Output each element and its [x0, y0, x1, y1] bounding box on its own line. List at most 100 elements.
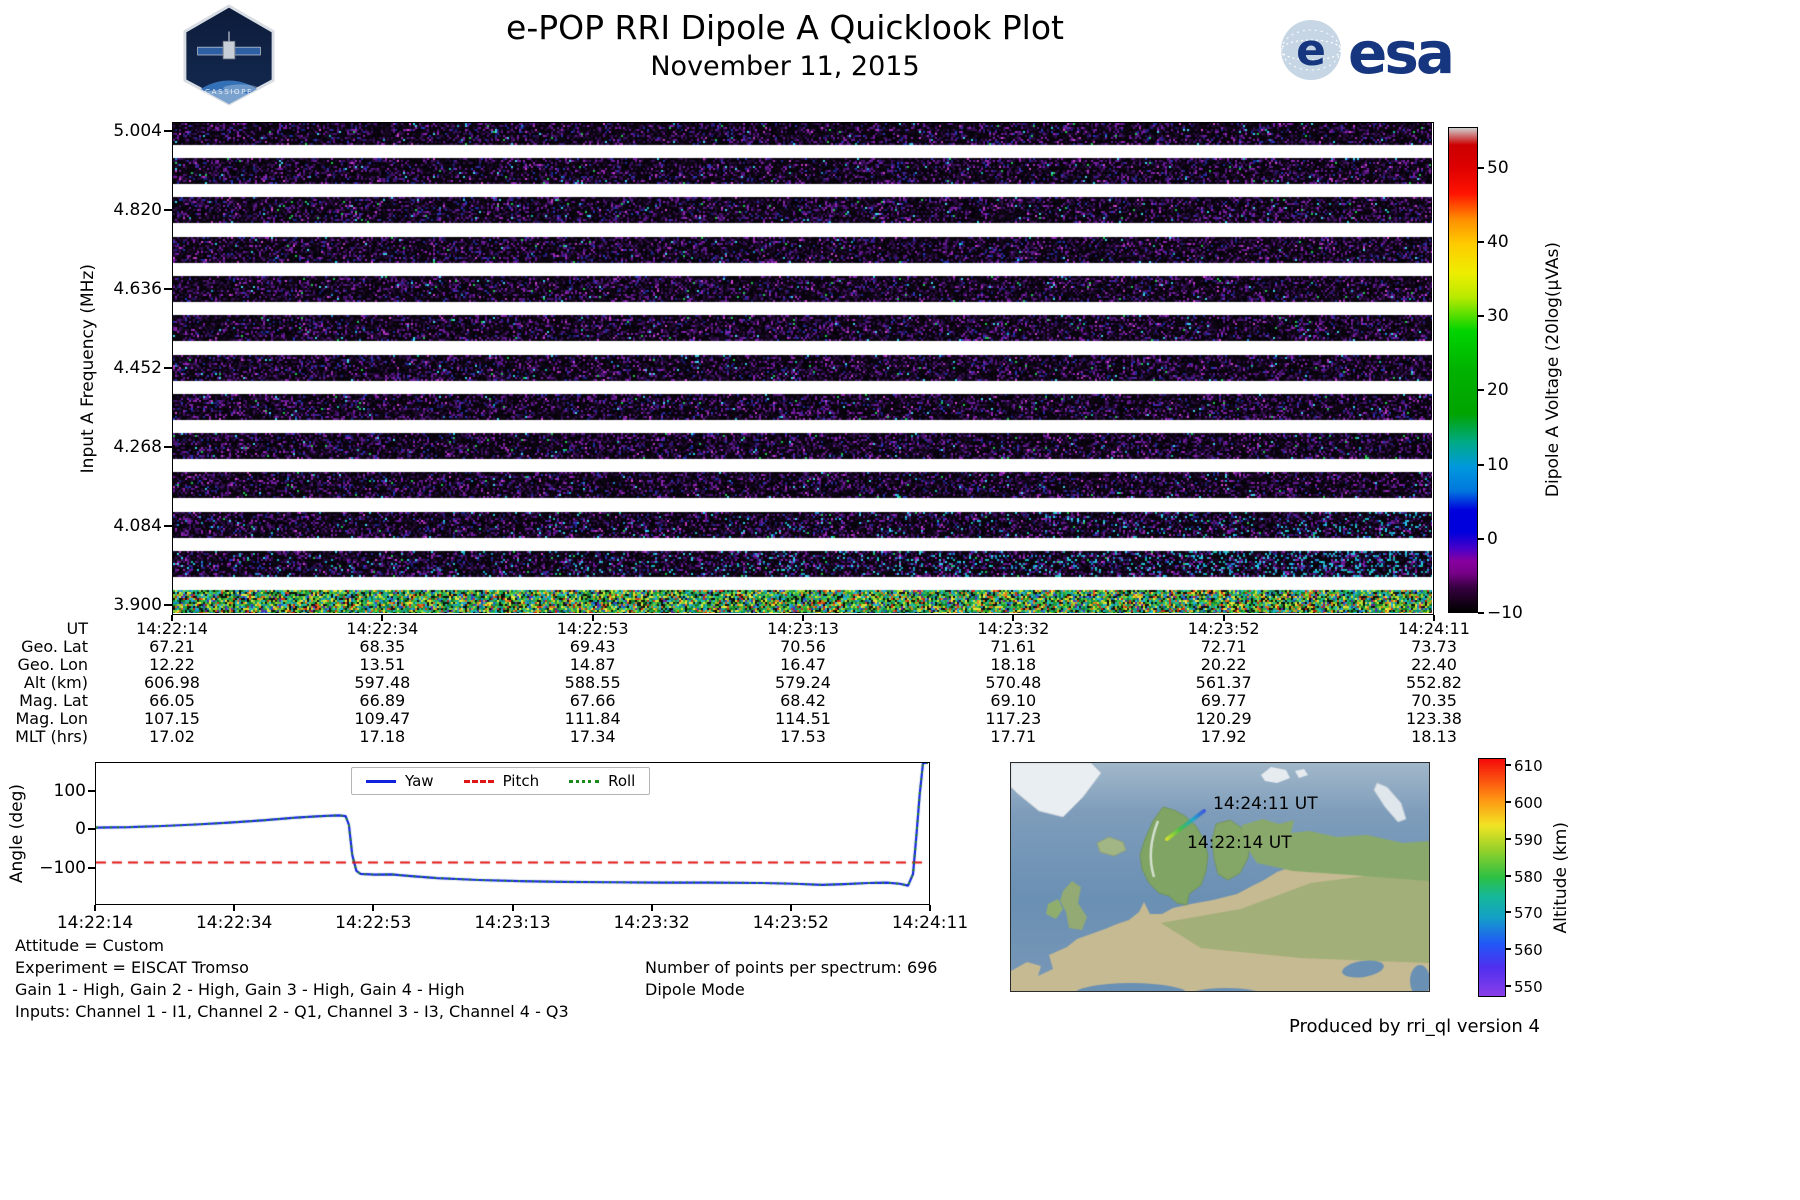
spectrogram-ytick-label: 4.636: [113, 278, 162, 299]
spectrogram-xtick-mark: [1012, 615, 1015, 621]
attitude-ytick-mark: [88, 789, 95, 792]
attitude-xtick-mark: [233, 905, 236, 911]
ephemeris-cell: 552.82: [1406, 673, 1462, 692]
ephemeris-cell: 17.71: [990, 727, 1037, 746]
ephemeris-cell: 588.55: [564, 673, 621, 692]
spectrogram-ytick-mark: [164, 525, 172, 527]
attitude-xtick-mark: [372, 905, 375, 911]
map-start-time-label: 14:22:14 UT: [1187, 833, 1292, 853]
ephemeris-row-label: Geo. Lat: [21, 637, 88, 656]
ephemeris-cell: 17.34: [569, 727, 616, 746]
legend-roll-line-swatch: [569, 779, 600, 783]
attitude-xtick-label: 14:22:53: [335, 913, 412, 933]
spectrogram-xtick-mark: [802, 615, 804, 621]
map-end-time-label: 14:24:11 UT: [1213, 794, 1318, 814]
cassiope-satellite-icon: [197, 31, 261, 60]
ephemeris-cell: 606.98: [144, 673, 200, 692]
altitude-colorbar-canvas: [1479, 759, 1505, 996]
ephemeris-cell: 117.23: [985, 709, 1042, 728]
spectrogram-ytick-mark: [164, 366, 172, 369]
spectrogram-ytick-label: 5.004: [113, 120, 162, 141]
ephemeris-cell: 17.18: [359, 727, 406, 746]
spectrogram-xtick-mark: [1433, 615, 1435, 621]
altitude-colorbar-tick-mark: [1506, 801, 1511, 804]
attitude-xtick-label: 14:22:14: [56, 913, 134, 933]
ephemeris-row-label: Alt (km): [23, 673, 88, 692]
note-dipole-mode: Dipole Mode: [645, 980, 745, 999]
ephemeris-cell: 14.87: [569, 655, 616, 674]
ephemeris-cell: 68.42: [780, 691, 826, 710]
altitude-colorbar-tick-label: 580: [1514, 867, 1543, 886]
attitude-xtick-label: 14:22:34: [195, 913, 273, 933]
ephemeris-cell: 69.77: [1200, 691, 1247, 710]
esa-logo: e esa: [1280, 19, 1455, 84]
ephemeris-row-label: Mag. Lat: [19, 691, 88, 710]
altitude-colorbar-tick-mark: [1506, 911, 1511, 914]
ephemeris-cell: 22.40: [1411, 655, 1457, 674]
attitude-ytick-mark: [88, 866, 95, 869]
ephemeris-cell: 16.47: [780, 655, 826, 674]
ephemeris-row-label: Mag. Lon: [15, 709, 89, 728]
attitude-ytick-label: −100: [39, 857, 86, 878]
voltage-colorbar-tick-label: 20: [1487, 380, 1509, 401]
spectrogram-ytick-mark: [164, 129, 172, 132]
voltage-colorbar-tick-label: 0: [1487, 528, 1498, 549]
ephemeris-cell: 14:23:32: [977, 619, 1050, 638]
ephemeris-cell: 71.61: [990, 637, 1037, 656]
ephemeris-cell: 70.35: [1411, 691, 1457, 710]
note-gains: Gain 1 - High, Gain 2 - High, Gain 3 - H…: [15, 980, 465, 999]
voltage-colorbar: [1448, 127, 1478, 613]
attitude-xtick-mark: [789, 905, 792, 911]
legend-label: Pitch: [502, 772, 540, 790]
ephemeris-cell: 14:24:11: [1398, 619, 1470, 638]
legend-pitch-line-swatch: [463, 779, 494, 783]
ephemeris-row-label: UT: [66, 619, 88, 638]
spectrogram-canvas: [173, 123, 1432, 613]
figure-date: November 11, 2015: [650, 51, 920, 82]
altitude-colorbar-tick-mark: [1506, 948, 1511, 951]
altitude-colorbar-tick-label: 550: [1514, 977, 1543, 996]
ephemeris-cell: 67.21: [149, 637, 195, 656]
voltage-colorbar-tick-label: 30: [1487, 306, 1509, 327]
figure-title: e-POP RRI Dipole A Quicklook Plot: [506, 8, 1064, 47]
spectrogram-ytick-label: 4.084: [113, 516, 162, 536]
note-attitude: Attitude = Custom: [15, 936, 164, 955]
ephemeris-cell: 14:23:13: [767, 619, 839, 638]
ephemeris-cell: 14:23:52: [1187, 619, 1260, 638]
ephemeris-cell: 109.47: [354, 709, 411, 728]
spectrogram-plot: [172, 122, 1434, 615]
ephemeris-cell: 72.71: [1200, 637, 1247, 656]
ephemeris-cell: 68.35: [359, 637, 406, 656]
ephemeris-cell: 18.13: [1411, 727, 1457, 746]
ephemeris-cell: 66.89: [359, 691, 406, 710]
ephemeris-cell: 114.51: [775, 709, 831, 728]
ephemeris-cell: 14:22:53: [556, 619, 629, 638]
legend-item-pitch: Pitch: [463, 772, 540, 790]
ephemeris-row-label: Geo. Lon: [17, 655, 88, 674]
spectrogram-ytick-mark: [164, 446, 172, 448]
ephemeris-cell: 67.66: [569, 691, 616, 710]
note-experiment: Experiment = EISCAT Tromso: [15, 958, 249, 977]
attitude-xtick-mark: [94, 905, 96, 911]
ephemeris-cell: 120.29: [1195, 709, 1252, 728]
altitude-colorbar-tick-label: 590: [1514, 830, 1543, 849]
title-block: e-POP RRI Dipole A Quicklook Plot Novemb…: [330, 8, 1240, 82]
attitude-xtick-mark: [650, 905, 653, 911]
ephemeris-cell: 12.22: [149, 655, 195, 674]
attitude-xtick-mark: [511, 905, 514, 911]
ephemeris-cell: 73.73: [1411, 637, 1457, 656]
voltage-colorbar-label: Dipole A Voltage (20log(μVAs): [1543, 242, 1563, 498]
voltage-colorbar-tick-mark: [1478, 315, 1484, 318]
voltage-colorbar-tick-mark: [1478, 612, 1484, 614]
ephemeris-cell: 597.48: [354, 673, 411, 692]
ephemeris-cell: 69.43: [569, 637, 616, 656]
altitude-colorbar-tick-label: 600: [1514, 794, 1543, 813]
voltage-colorbar-tick-label: 50: [1487, 157, 1509, 178]
spectrogram-ytick-label: 4.268: [113, 437, 162, 457]
ephemeris-cell: 69.10: [990, 691, 1037, 710]
cassiope-patch-text: CASSIOPE: [205, 87, 253, 96]
voltage-colorbar-tick-mark: [1478, 537, 1484, 540]
legend-item-roll: Roll: [569, 772, 635, 790]
spectrogram-ytick-mark: [164, 604, 172, 606]
attitude-ytick-mark: [88, 828, 95, 831]
